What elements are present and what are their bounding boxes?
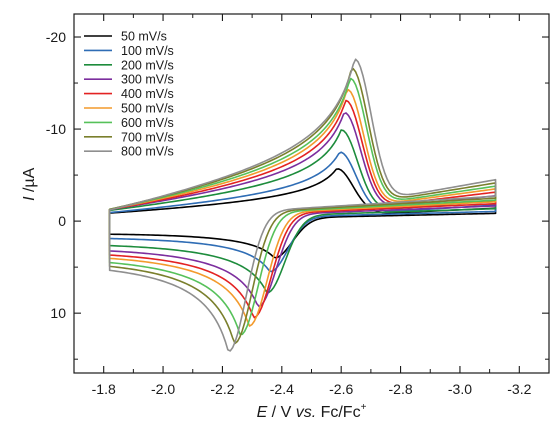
x-tick-label: -2.6 (329, 381, 353, 397)
series-curve (108, 58, 497, 352)
x-axis-label-unit: / V (267, 404, 295, 421)
series-curve (108, 112, 497, 308)
legend-label: 100 mV/s (121, 44, 174, 58)
y-tick-label: -10 (46, 121, 66, 137)
x-tick-label: -2.0 (151, 381, 175, 397)
x-axis-label-symbol: E (257, 404, 268, 421)
series-curve (108, 88, 497, 327)
legend-label: 700 mV/s (121, 130, 174, 144)
series-curve (108, 99, 497, 319)
y-tick-label: 10 (50, 305, 66, 321)
x-tick-label: -3.2 (507, 381, 531, 397)
x-axis-label: E / V vs. Fc/Fc+ (257, 402, 367, 421)
series-curve (108, 129, 497, 294)
y-axis-label: I /µA (21, 167, 38, 201)
x-tick-label: -1.8 (92, 381, 116, 397)
x-axis-label-ref: Fc/Fc (316, 404, 360, 421)
x-tick-label: -2.2 (210, 381, 234, 397)
x-tick-label: -2.4 (270, 381, 294, 397)
legend-label: 50 mV/s (121, 30, 167, 44)
legend-label: 600 mV/s (121, 116, 174, 130)
y-axis-label-symbol: I (21, 196, 38, 201)
axis-ticks: -1.8 -2.0 -2.2 -2.4 -2.6 -2.8 -3.0 -3.2 -20 -10 0 1… (46, 14, 549, 397)
x-tick-label: -2.8 (389, 381, 413, 397)
legend-label: 800 mV/s (121, 145, 174, 159)
legend-label: 300 mV/s (121, 73, 174, 87)
series-curve (108, 67, 497, 345)
y-axis-label-unit: /µA (21, 167, 38, 196)
x-axis-label-vs: vs. (296, 404, 316, 421)
x-tick-label: -3.0 (448, 381, 472, 397)
series-curve (108, 77, 497, 336)
series-curve (108, 151, 497, 273)
series-curve (108, 168, 497, 259)
y-tick-label: -20 (46, 29, 66, 45)
legend-label: 200 mV/s (121, 58, 174, 72)
legend-label: 500 mV/s (121, 102, 174, 116)
legend-label: 400 mV/s (121, 87, 174, 101)
y-tick-label: 0 (58, 213, 66, 229)
curves-layer (108, 58, 497, 352)
x-axis-label-superscript: + (361, 402, 367, 413)
